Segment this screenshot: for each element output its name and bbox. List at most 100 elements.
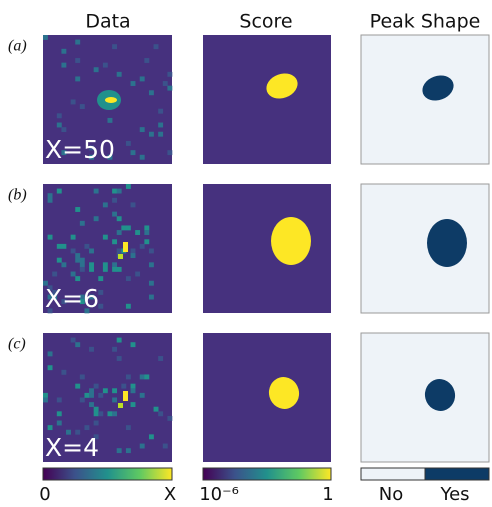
pixel <box>149 295 154 300</box>
pixel <box>75 342 80 347</box>
pixel <box>103 388 108 393</box>
pixel <box>117 448 122 453</box>
pixel <box>135 230 140 235</box>
pixel <box>103 235 108 240</box>
pixel <box>57 411 62 416</box>
pixel <box>108 411 113 416</box>
pixel <box>98 304 103 309</box>
pixel <box>140 393 145 398</box>
pixel <box>144 225 149 230</box>
pixel <box>149 434 154 439</box>
pixel <box>57 398 62 403</box>
annotation: X=50 <box>45 135 115 164</box>
pixel <box>71 235 76 240</box>
shape-image <box>361 35 489 164</box>
pixel <box>149 262 154 267</box>
pixel <box>48 198 53 203</box>
pixel <box>158 132 163 137</box>
pixel <box>57 189 62 194</box>
pixel <box>112 398 117 403</box>
pixel <box>43 393 48 398</box>
colorbar-label: X <box>164 484 176 505</box>
pixel <box>89 402 94 407</box>
pixel <box>149 249 154 254</box>
pixel <box>140 244 145 249</box>
pixel <box>126 425 131 430</box>
pixel <box>84 425 89 430</box>
pixel <box>80 374 85 379</box>
pixel <box>71 272 76 277</box>
pixel <box>103 202 108 207</box>
pixel <box>149 132 154 137</box>
pixel <box>126 374 131 379</box>
pixel <box>112 411 117 416</box>
pixel <box>89 262 94 267</box>
pixel <box>98 276 103 281</box>
pixel <box>80 104 85 109</box>
pixel <box>43 398 48 403</box>
pixel <box>71 249 76 254</box>
pixel <box>144 239 149 244</box>
pixel <box>94 216 99 221</box>
pixel <box>89 267 94 272</box>
column-header: Data <box>85 11 130 33</box>
pixel <box>126 184 131 189</box>
pixel <box>61 370 66 375</box>
pixel <box>103 267 108 272</box>
pixel <box>149 90 154 95</box>
pixel <box>131 388 136 393</box>
pixel <box>140 155 145 160</box>
pixel <box>112 212 117 217</box>
pixel <box>94 421 99 426</box>
pixel <box>57 123 62 128</box>
pixel <box>94 189 99 194</box>
colorbar-label: 1 <box>322 484 333 505</box>
pixel <box>126 141 131 146</box>
pixel <box>48 365 53 370</box>
pixel <box>48 425 53 430</box>
pixel <box>112 239 117 244</box>
shape-image <box>361 184 489 313</box>
pixel <box>167 72 172 77</box>
pixel <box>48 351 53 356</box>
pixel <box>75 58 80 63</box>
row-label: (a) <box>8 38 27 55</box>
pixel <box>121 225 126 230</box>
pixel <box>154 407 159 412</box>
pixel <box>75 384 80 389</box>
pixel <box>167 150 172 155</box>
pixel <box>126 448 131 453</box>
pixel <box>61 127 66 132</box>
pixel <box>131 253 136 258</box>
pixel <box>167 86 172 91</box>
pixel <box>131 202 136 207</box>
pixel <box>121 384 126 389</box>
pixel <box>131 402 136 407</box>
peak <box>118 254 123 259</box>
pixel <box>112 347 117 352</box>
annotation: X=4 <box>45 433 99 462</box>
pixel <box>75 253 80 258</box>
pixel <box>71 100 76 105</box>
pixel <box>80 398 85 403</box>
pixel <box>71 338 76 343</box>
pixel <box>61 63 66 68</box>
pixel <box>112 388 117 393</box>
pixel <box>163 444 168 449</box>
score-image <box>203 35 331 164</box>
pixel <box>117 72 122 77</box>
pixel <box>140 76 145 81</box>
colorbar-label: No <box>379 484 403 505</box>
pixel <box>75 258 80 263</box>
pixel <box>117 356 122 361</box>
pixel <box>131 342 136 347</box>
pixel <box>80 267 85 272</box>
pixel <box>75 40 80 45</box>
peak <box>123 391 128 401</box>
pixel <box>75 276 80 281</box>
pixel <box>84 393 89 398</box>
score-image <box>203 333 331 462</box>
pixel <box>112 198 117 203</box>
pixel <box>140 127 145 132</box>
pixel <box>89 388 94 393</box>
